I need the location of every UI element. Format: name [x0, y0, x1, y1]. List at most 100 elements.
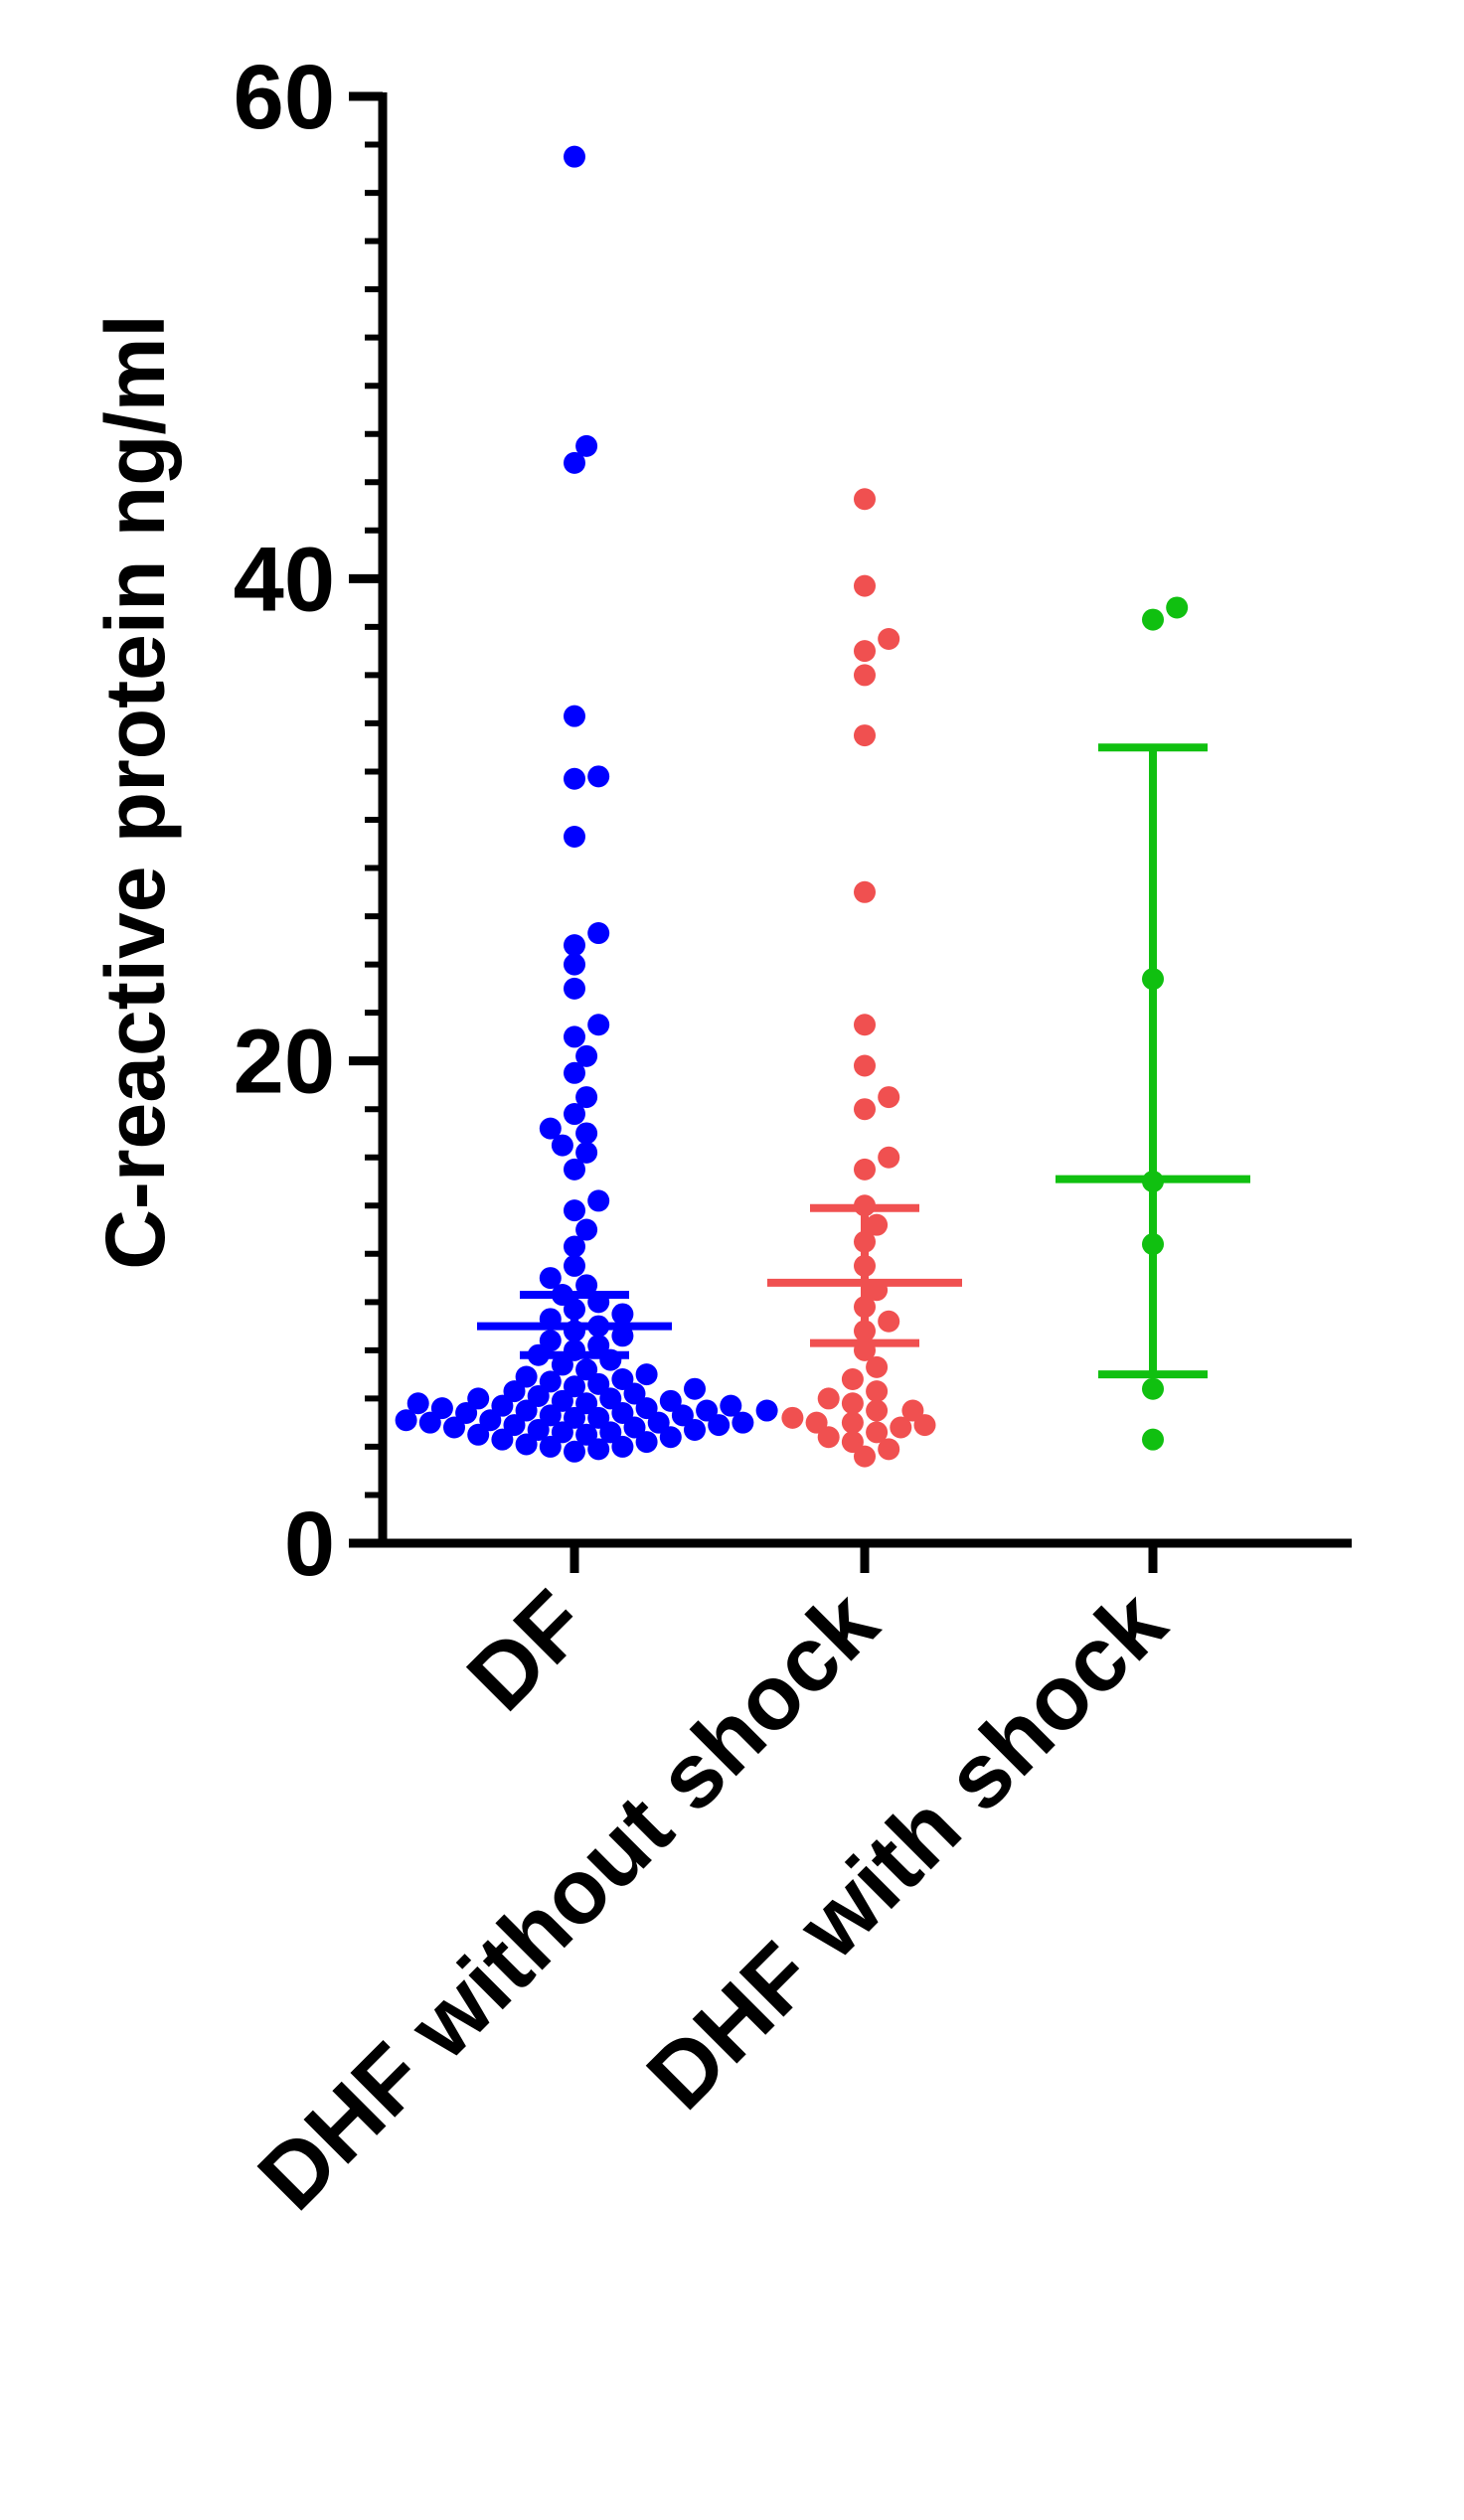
data-point: [539, 1435, 562, 1458]
data-point: [587, 765, 610, 788]
data-point: [854, 574, 876, 597]
data-point: [878, 1438, 900, 1461]
data-point: [467, 1387, 490, 1410]
data-point: [635, 1397, 658, 1420]
data-point: [611, 1367, 634, 1390]
marks: [395, 145, 1250, 1468]
data-point: [564, 1235, 585, 1258]
data-point: [755, 1399, 778, 1422]
data-point: [587, 1335, 610, 1357]
data-point: [659, 1389, 682, 1412]
data-point: [878, 1146, 900, 1169]
data-point: [878, 628, 900, 650]
data-point: [564, 1158, 585, 1181]
data-point: [418, 1411, 441, 1434]
data-point: [841, 1367, 864, 1390]
data-point: [854, 1014, 876, 1036]
data-point: [539, 1330, 562, 1352]
y-tick-label: 60: [234, 47, 335, 148]
data-point: [575, 434, 598, 457]
data-point: [430, 1397, 453, 1420]
data-point: [503, 1380, 526, 1403]
data-point: [854, 1054, 876, 1077]
data-point: [564, 977, 585, 1000]
data-point: [647, 1411, 670, 1434]
data-point: [671, 1404, 694, 1427]
data-point: [491, 1394, 514, 1417]
data-point: [551, 1353, 573, 1376]
data-point: [551, 1389, 573, 1412]
data-point: [623, 1416, 646, 1439]
data-point: [890, 1416, 912, 1439]
data-point: [564, 1440, 585, 1463]
data-point: [479, 1409, 502, 1432]
data-point: [611, 1435, 634, 1458]
data-point: [575, 1086, 598, 1109]
data-point: [841, 1431, 864, 1454]
data-point: [866, 1213, 889, 1236]
data-point: [467, 1423, 490, 1446]
data-point: [684, 1418, 706, 1441]
data-point: [913, 1414, 936, 1437]
data-point: [1142, 608, 1164, 631]
data-point: [575, 1044, 598, 1067]
y-tick-label: 0: [284, 1494, 335, 1595]
data-point: [866, 1421, 889, 1444]
data-point: [587, 1014, 610, 1036]
data-point: [564, 1254, 585, 1277]
data-point: [866, 1355, 889, 1378]
data-point: [564, 767, 585, 790]
data-point: [901, 1399, 924, 1422]
data-point: [564, 451, 585, 474]
data-point: [564, 1406, 585, 1429]
data-point: [395, 1409, 417, 1432]
data-point: [564, 145, 585, 168]
data-point: [611, 1325, 634, 1347]
data-point: [564, 1375, 585, 1398]
y-tick-label: 20: [234, 1012, 335, 1113]
data-point: [841, 1392, 864, 1415]
data-point: [599, 1387, 622, 1410]
data-point: [575, 1122, 598, 1145]
data-point: [611, 1401, 634, 1424]
data-point: [575, 1358, 598, 1381]
data-point: [551, 1134, 573, 1157]
data-point: [539, 1267, 562, 1290]
data-point: [1142, 1428, 1164, 1451]
data-point: [878, 1086, 900, 1109]
data-point: [696, 1399, 719, 1422]
data-point: [623, 1382, 646, 1405]
data-point: [407, 1392, 429, 1415]
data-point: [491, 1428, 514, 1451]
data-point: [1166, 596, 1189, 619]
data-point: [854, 1158, 876, 1181]
data-point: [878, 1310, 900, 1333]
y-tick-label: 40: [234, 529, 335, 630]
data-point: [781, 1406, 804, 1429]
data-point: [587, 1438, 610, 1461]
data-point: [817, 1426, 840, 1449]
data-point: [854, 1098, 876, 1121]
x-tick-label: DHF with shock: [628, 1571, 1186, 2128]
data-point: [866, 1399, 889, 1422]
data-point: [854, 664, 876, 687]
data-point: [515, 1433, 538, 1456]
data-point: [539, 1117, 562, 1140]
data-point: [527, 1384, 550, 1407]
data-point: [443, 1416, 465, 1439]
data-point: [599, 1421, 622, 1444]
data-point: [841, 1411, 864, 1434]
data-point: [854, 640, 876, 663]
data-point: [587, 922, 610, 945]
data-point: [587, 1372, 610, 1395]
data-point: [564, 825, 585, 848]
data-point: [564, 705, 585, 727]
data-point: [854, 1445, 876, 1468]
data-point: [635, 1431, 658, 1454]
x-tick-label: DF: [448, 1572, 606, 1730]
data-point: [564, 953, 585, 976]
data-point: [515, 1399, 538, 1422]
data-point: [817, 1387, 840, 1410]
